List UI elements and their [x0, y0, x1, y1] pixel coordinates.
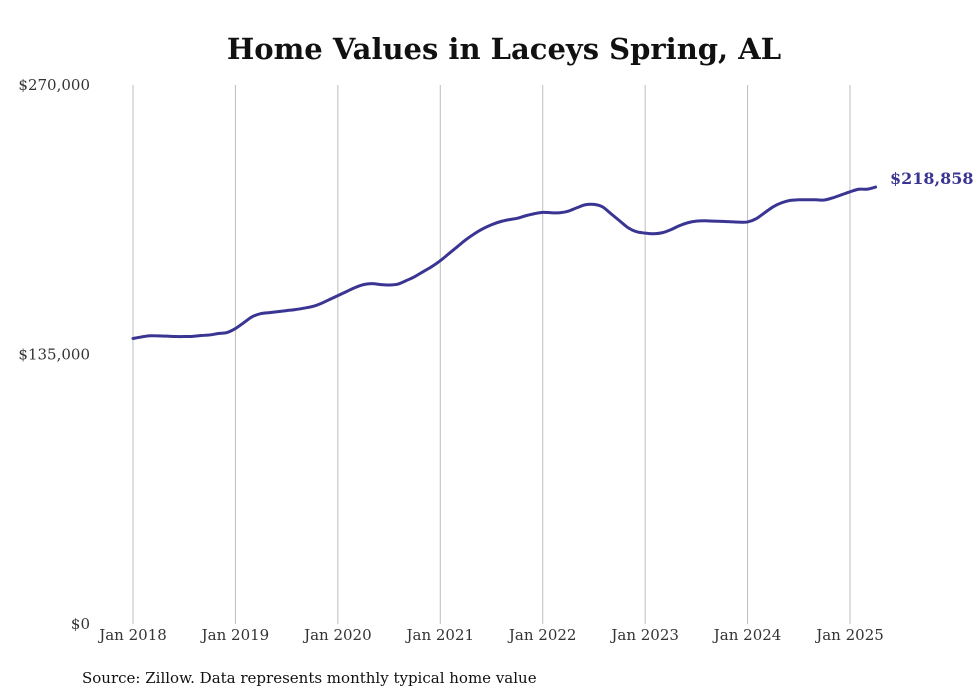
- y-tick-label: $270,000: [18, 76, 90, 94]
- x-tick-label: Jan 2024: [712, 626, 782, 644]
- x-tick-label: Jan 2018: [97, 626, 167, 644]
- x-tick-label: Jan 2021: [405, 626, 475, 644]
- series-layer: [131, 185, 878, 341]
- y-axis-tick-labels: $0 $135,000 $270,000: [18, 76, 90, 633]
- chart-title: Home Values in Laceys Spring, AL: [227, 32, 781, 66]
- source-note: Source: Zillow. Data represents monthly …: [82, 669, 537, 687]
- home-value-line: [131, 185, 878, 341]
- gridlines: [132, 85, 851, 624]
- y-tick-label: $0: [71, 615, 90, 633]
- x-tick-label: Jan 2022: [507, 626, 577, 644]
- x-tick-label: Jan 2020: [302, 626, 372, 644]
- x-tick-label: Jan 2023: [609, 626, 679, 644]
- x-tick-label: Jan 2025: [814, 626, 884, 644]
- x-axis-tick-labels: Jan 2018 Jan 2019 Jan 2020 Jan 2021 Jan 2022…: [97, 626, 884, 644]
- y-tick-label: $135,000: [18, 346, 90, 364]
- end-value-label: $218,858: [890, 169, 974, 188]
- x-tick-label: Jan 2019: [200, 626, 270, 644]
